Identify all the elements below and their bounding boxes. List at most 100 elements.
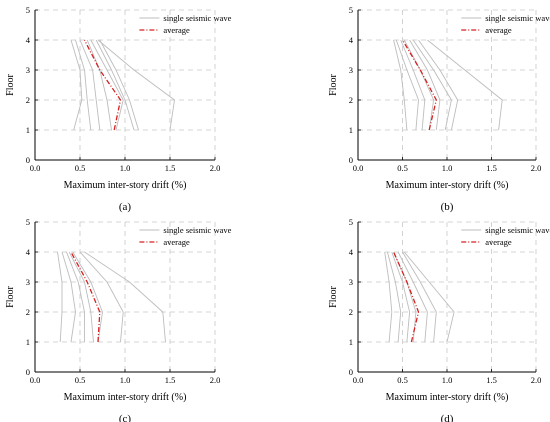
y-tick-label: 1 bbox=[349, 125, 353, 135]
average-line bbox=[70, 251, 101, 343]
y-tick-label: 1 bbox=[349, 337, 353, 347]
x-tick-label: 0.5 bbox=[75, 163, 86, 173]
x-tick-label: 2.0 bbox=[531, 163, 542, 173]
y-tick-label: 4 bbox=[349, 35, 354, 45]
x-tick-label: 1.5 bbox=[165, 375, 176, 385]
average-line bbox=[83, 39, 122, 131]
y-tick-label: 1 bbox=[26, 337, 30, 347]
single-wave-line bbox=[403, 39, 435, 131]
single-wave-line bbox=[79, 251, 124, 343]
legend-average-label: average bbox=[485, 25, 512, 35]
single-wave-line bbox=[66, 251, 85, 342]
legend-single-label: single seismic wave bbox=[163, 13, 231, 23]
x-axis-label: Maximum inter-story drift (%) bbox=[64, 180, 187, 191]
y-tick-label: 5 bbox=[26, 217, 30, 227]
legend-single-label: single seismic wave bbox=[163, 225, 231, 235]
single-wave-line bbox=[400, 39, 426, 131]
x-tick-label: 0.5 bbox=[75, 375, 86, 385]
y-tick-label: 2 bbox=[26, 307, 30, 317]
chart-panel-3: 0.0 0.5 1.0 1.5 2.0 0 1 2 3 4 5 Maximum inter-story… bbox=[5, 217, 232, 422]
legend-average-label: average bbox=[163, 237, 190, 247]
x-axis-label: Maximum inter-story drift (%) bbox=[64, 392, 187, 403]
x-tick-label: 0.0 bbox=[353, 375, 364, 385]
y-tick-label: 0 bbox=[26, 155, 30, 165]
y-tick-label: 0 bbox=[26, 367, 30, 377]
y-tick-label: 4 bbox=[26, 35, 31, 45]
legend-single-label: single seismic wave bbox=[485, 13, 550, 23]
single-wave-line bbox=[418, 39, 459, 131]
panel-label: (b) bbox=[441, 201, 454, 213]
single-wave-line bbox=[75, 39, 92, 131]
x-tick-label: 0.0 bbox=[30, 163, 41, 173]
y-tick-label: 3 bbox=[26, 277, 30, 287]
y-tick-label: 0 bbox=[349, 367, 353, 377]
single-wave-line bbox=[393, 39, 408, 131]
y-tick-label: 2 bbox=[349, 95, 353, 105]
single-wave-line bbox=[90, 39, 124, 131]
x-tick-label: 1.0 bbox=[120, 163, 131, 173]
single-wave-line bbox=[386, 251, 402, 343]
single-wave-line bbox=[86, 39, 112, 131]
y-axis-label: Floor bbox=[5, 73, 16, 95]
single-wave-line bbox=[427, 39, 503, 131]
single-wave-line bbox=[391, 251, 411, 343]
single-wave-line bbox=[72, 251, 103, 343]
y-axis-label: Floor bbox=[5, 285, 16, 307]
panel-label: (d) bbox=[441, 413, 454, 422]
single-wave-line bbox=[79, 39, 101, 131]
panel-label: (a) bbox=[119, 201, 132, 213]
x-tick-label: 0.0 bbox=[30, 375, 41, 385]
single-wave-line bbox=[84, 251, 166, 343]
single-wave-line bbox=[68, 251, 94, 343]
x-axis-label: Maximum inter-story drift (%) bbox=[386, 392, 509, 403]
y-tick-label: 2 bbox=[26, 95, 30, 105]
y-tick-label: 4 bbox=[26, 247, 31, 257]
x-tick-label: 1.5 bbox=[486, 163, 497, 173]
x-tick-label: 1.0 bbox=[442, 163, 453, 173]
single-wave-line bbox=[384, 251, 393, 343]
legend-average-label: average bbox=[485, 237, 512, 247]
legend-single-label: single seismic wave bbox=[485, 225, 550, 235]
single-wave-line bbox=[95, 39, 135, 131]
single-wave-line bbox=[402, 251, 437, 343]
x-tick-label: 0.5 bbox=[397, 375, 408, 385]
x-tick-label: 2.0 bbox=[210, 375, 221, 385]
chart-panel-2: 0.0 0.5 1.0 1.5 2.0 0 1 2 3 4 5 Maximum inter-story… bbox=[328, 5, 550, 213]
x-tick-label: 0.0 bbox=[353, 163, 364, 173]
single-wave-line bbox=[409, 39, 441, 131]
y-tick-label: 5 bbox=[26, 5, 30, 15]
y-tick-label: 4 bbox=[349, 247, 354, 257]
single-wave-line bbox=[397, 251, 428, 343]
x-tick-label: 0.5 bbox=[397, 163, 408, 173]
panel-label: (c) bbox=[119, 413, 132, 422]
y-tick-label: 3 bbox=[26, 65, 30, 75]
y-axis-label: Floor bbox=[328, 285, 339, 307]
x-tick-label: 1.5 bbox=[486, 375, 497, 385]
x-tick-label: 1.0 bbox=[120, 375, 131, 385]
single-wave-line bbox=[70, 39, 83, 131]
y-tick-label: 1 bbox=[26, 125, 30, 135]
legend-average-label: average bbox=[163, 25, 190, 35]
y-tick-label: 5 bbox=[349, 5, 353, 15]
x-tick-label: 2.0 bbox=[210, 163, 221, 173]
y-tick-label: 5 bbox=[349, 217, 353, 227]
average-line bbox=[401, 39, 437, 131]
single-wave-line bbox=[393, 251, 417, 343]
chart-panel-1: 0.0 0.5 1.0 1.5 2.0 0 1 2 3 4 5 Maximum inter-story… bbox=[5, 5, 232, 213]
y-tick-label: 3 bbox=[349, 277, 353, 287]
single-wave-line bbox=[57, 251, 63, 343]
single-wave-line bbox=[99, 39, 139, 131]
x-tick-label: 1.5 bbox=[165, 163, 176, 173]
single-wave-line bbox=[97, 39, 175, 131]
single-wave-line bbox=[403, 251, 455, 343]
chart-panel-4: 0.0 0.5 1.0 1.5 2.0 0 1 2 3 4 5 Maximum inter-story… bbox=[328, 217, 550, 422]
x-tick-label: 1.0 bbox=[442, 375, 453, 385]
y-tick-label: 0 bbox=[349, 155, 353, 165]
x-tick-label: 2.0 bbox=[531, 375, 542, 385]
y-tick-label: 2 bbox=[349, 307, 353, 317]
y-tick-label: 3 bbox=[349, 65, 353, 75]
y-axis-label: Floor bbox=[328, 73, 339, 95]
x-axis-label: Maximum inter-story drift (%) bbox=[386, 180, 509, 191]
single-wave-line bbox=[395, 39, 419, 131]
